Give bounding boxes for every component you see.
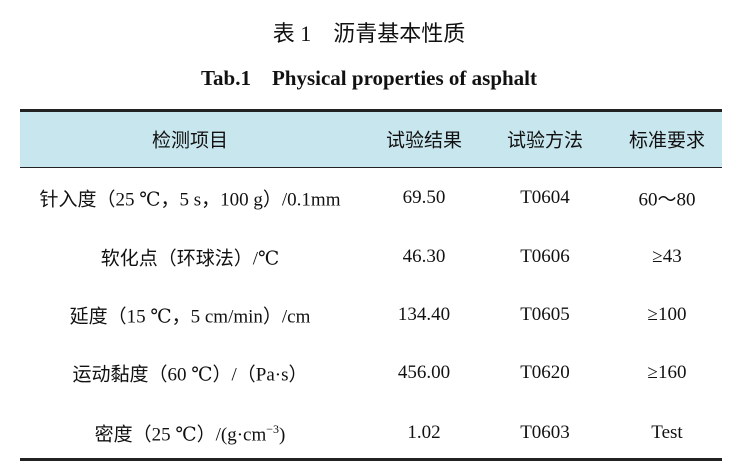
table-cell: T0603	[520, 422, 570, 443]
bottom-rule	[20, 458, 722, 461]
table-cell: ≥43	[652, 246, 682, 267]
column-header: 标准要求	[628, 130, 706, 152]
header-background	[20, 112, 722, 168]
column-header: 试验方法	[506, 130, 584, 152]
table-cell: 针入度（25 ℃，5 s，100 g）/0.1mm	[39, 189, 341, 211]
column-header: 检测项目	[151, 130, 229, 152]
table-cell: 134.40	[397, 304, 451, 325]
table-title: 表 1 沥青基本性质	[272, 21, 466, 46]
table-cell: 密度（25 ℃）/(g·cm−3)	[95, 420, 286, 447]
column-header: 试验结果	[385, 130, 463, 152]
table-cell: T0620	[520, 362, 570, 383]
table-cell: T0606	[520, 246, 570, 267]
table-cell: Test	[651, 422, 683, 443]
table-cell: ≥100	[647, 304, 687, 325]
table-cell: 456.00	[397, 362, 451, 383]
table-subtitle: Tab.1 Physical properties of asphalt	[200, 66, 538, 90]
table-cell: 运动黏度（60 ℃）/（Pa·s）	[72, 364, 308, 386]
table-cell: 60～80	[638, 189, 696, 211]
table-cell: 软化点（环球法）/℃	[100, 248, 280, 270]
cell-text: 密度（25 ℃）/(g·cm	[94, 424, 267, 446]
table-cell: 延度（15 ℃，5 cm/min）/cm	[69, 306, 311, 328]
table-cell: 1.02	[407, 422, 441, 443]
top-rule	[20, 109, 722, 112]
header-rule	[20, 167, 722, 168]
table-cell: 69.50	[402, 187, 446, 208]
cell-text: )	[279, 424, 286, 446]
table-cell: T0605	[520, 304, 570, 325]
cell-superscript: −3	[266, 422, 280, 437]
table-cell: T0604	[520, 187, 570, 208]
table-cell: ≥160	[647, 362, 687, 383]
table-cell: 46.30	[402, 246, 446, 267]
